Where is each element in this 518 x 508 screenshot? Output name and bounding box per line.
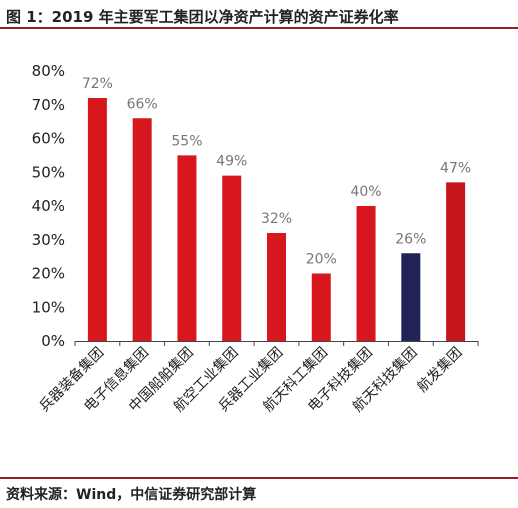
data-label: 26% (395, 231, 426, 247)
data-label: 49% (216, 154, 247, 170)
y-tick-label: 20% (32, 265, 65, 283)
y-tick-label: 40% (32, 197, 65, 215)
bar (267, 233, 286, 341)
source-note: 资料来源：Wind，中信证券研究部计算 (6, 487, 257, 503)
bar (356, 206, 376, 341)
y-tick-label: 60% (32, 130, 65, 148)
bar (222, 175, 242, 341)
bar (177, 155, 197, 341)
y-tick-label: 80% (32, 62, 65, 80)
category-label: 航发集团 (414, 344, 466, 396)
data-label: 32% (261, 211, 292, 227)
bar (132, 118, 152, 341)
y-tick-label: 30% (32, 231, 65, 249)
y-tick-label: 10% (32, 298, 65, 316)
title-rule (0, 27, 518, 29)
data-label: 47% (440, 160, 471, 176)
data-label: 72% (82, 76, 113, 92)
data-label: 66% (127, 96, 158, 112)
y-tick-label: 70% (32, 96, 65, 114)
y-tick-label: 50% (32, 163, 65, 181)
figure-title: 图 1：2019 年主要军工集团以净资产计算的资产证券化率 (6, 8, 399, 26)
y-tick-label: 0% (41, 332, 65, 350)
source-rule (0, 477, 518, 479)
data-label: 55% (171, 133, 202, 149)
bar (311, 273, 331, 341)
data-label: 40% (350, 184, 381, 200)
bar-chart: 0%10%20%30%40%50%60%70%80%72%兵器装备集团66%电子… (32, 62, 479, 415)
bar (401, 253, 421, 341)
data-label: 20% (306, 252, 337, 268)
bar (87, 98, 107, 341)
bar (446, 182, 466, 341)
